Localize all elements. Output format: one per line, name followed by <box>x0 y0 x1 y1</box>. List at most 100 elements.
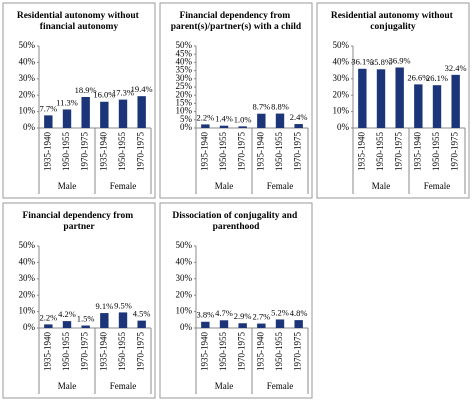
x-tick-label: 1970-1975 <box>237 132 247 171</box>
bar <box>275 319 285 328</box>
x-tick-label: 1970-1975 <box>80 132 90 171</box>
bar <box>257 113 266 128</box>
group-label: Male <box>58 381 77 391</box>
bar <box>100 101 109 128</box>
chart-panel: Financial dependency from parent(s)/part… <box>159 2 313 199</box>
y-tick-label: 30% <box>176 73 193 83</box>
x-tick-label: 1970-1975 <box>237 332 247 371</box>
y-tick-label: 10% <box>19 106 36 116</box>
y-tick-label: 45% <box>176 48 193 58</box>
panel-border <box>2 2 156 199</box>
x-tick-label: 1935-1940 <box>199 332 209 371</box>
group-label: Female <box>424 181 451 191</box>
value-label: 18.9% <box>75 85 97 95</box>
value-label: 2.9% <box>234 311 252 321</box>
bar <box>376 69 386 128</box>
x-tick-label: 1950-1955 <box>61 332 71 371</box>
value-label: 8.7% <box>252 102 270 112</box>
group-label: Male <box>215 381 234 391</box>
y-tick-label: 30% <box>333 73 350 83</box>
bar <box>238 126 247 128</box>
y-tick-label: 40% <box>333 56 350 66</box>
value-label: 4.8% <box>290 308 308 318</box>
bar <box>432 85 442 128</box>
y-tick-label: 20% <box>333 89 350 99</box>
panel-border <box>159 202 313 399</box>
y-tick-label: 0% <box>180 322 193 332</box>
x-tick-label: 1970-1975 <box>450 132 460 171</box>
chart-panel: Dissociation of conjugality and parentho… <box>159 202 313 399</box>
x-tick-label: 1950-1955 <box>218 132 228 171</box>
value-label: 4.5% <box>133 309 151 319</box>
bar <box>395 67 404 128</box>
bar <box>100 313 109 328</box>
y-tick-label: 10% <box>176 106 193 116</box>
y-tick-label: 10% <box>19 306 36 316</box>
bar <box>137 96 146 128</box>
bar <box>137 320 146 328</box>
y-tick-label: 40% <box>19 256 36 266</box>
y-tick-label: 10% <box>176 306 193 316</box>
value-label: 9.5% <box>114 300 132 310</box>
y-tick-label: 20% <box>176 89 193 99</box>
value-label: 16.0% <box>93 90 115 100</box>
value-label: 4.7% <box>215 308 233 318</box>
value-label: 2.2% <box>196 112 214 122</box>
x-tick-label: 1935-1940 <box>255 332 265 371</box>
panel-border <box>2 202 156 399</box>
x-tick-label: 1950-1955 <box>274 332 284 371</box>
x-tick-label: 1970-1975 <box>293 132 303 171</box>
group-label: Female <box>110 181 137 191</box>
bar <box>219 320 229 328</box>
bar <box>414 84 423 128</box>
bar <box>118 312 128 328</box>
y-tick-label: 30% <box>19 73 36 83</box>
y-tick-label: 5% <box>180 114 193 124</box>
x-tick-label: 1935-1940 <box>255 132 265 171</box>
bar <box>275 113 285 128</box>
value-label: 5.2% <box>271 307 289 317</box>
bar <box>238 323 247 328</box>
value-label: 1.0% <box>234 114 252 124</box>
value-label: 1.5% <box>77 313 95 323</box>
y-tick-label: 35% <box>176 65 193 75</box>
value-label: 19.4% <box>131 84 153 94</box>
value-label: 2.4% <box>290 112 308 122</box>
x-tick-label: 1970-1975 <box>136 332 146 371</box>
value-label: 4.2% <box>58 309 76 319</box>
y-tick-label: 0% <box>23 122 36 132</box>
x-tick-label: 1950-1955 <box>431 132 441 171</box>
bar <box>219 125 229 128</box>
y-tick-label: 40% <box>19 56 36 66</box>
chart-title: Financial dependency from partner <box>22 211 135 232</box>
chart-panel: Financial dependency from partner 0% 10% 20… <box>2 202 156 399</box>
x-tick-label: 1935-1940 <box>356 132 366 171</box>
chart-title: Dissociation of conjugality and parentho… <box>172 211 299 232</box>
group-label: Male <box>58 181 77 191</box>
bar <box>44 115 53 128</box>
y-tick-label: 20% <box>176 289 193 299</box>
x-tick-label: 1950-1955 <box>117 332 127 371</box>
value-label: 7.7% <box>39 103 57 113</box>
x-tick-label: 1970-1975 <box>136 132 146 171</box>
y-tick-label: 30% <box>19 273 36 283</box>
value-label: 11.3% <box>56 97 78 107</box>
panel-border <box>316 2 470 199</box>
value-label: 36.1% <box>351 57 373 67</box>
bar <box>44 324 53 328</box>
value-label: 2.2% <box>39 312 57 322</box>
y-tick-label: 50% <box>176 240 193 250</box>
bar <box>81 325 90 328</box>
x-tick-label: 1935-1940 <box>98 132 108 171</box>
y-tick-label: 50% <box>19 240 36 250</box>
y-tick-label: 40% <box>176 56 193 66</box>
value-label: 17.3% <box>112 88 134 98</box>
x-tick-label: 1950-1955 <box>117 132 127 171</box>
value-label: 26.1% <box>426 73 448 83</box>
panel-border <box>159 2 313 199</box>
chart-panel: Residential autonomy without financial a… <box>2 2 156 199</box>
value-label: 3.8% <box>196 310 214 320</box>
value-label: 32.4% <box>445 63 467 73</box>
x-tick-label: 1950-1955 <box>218 332 228 371</box>
